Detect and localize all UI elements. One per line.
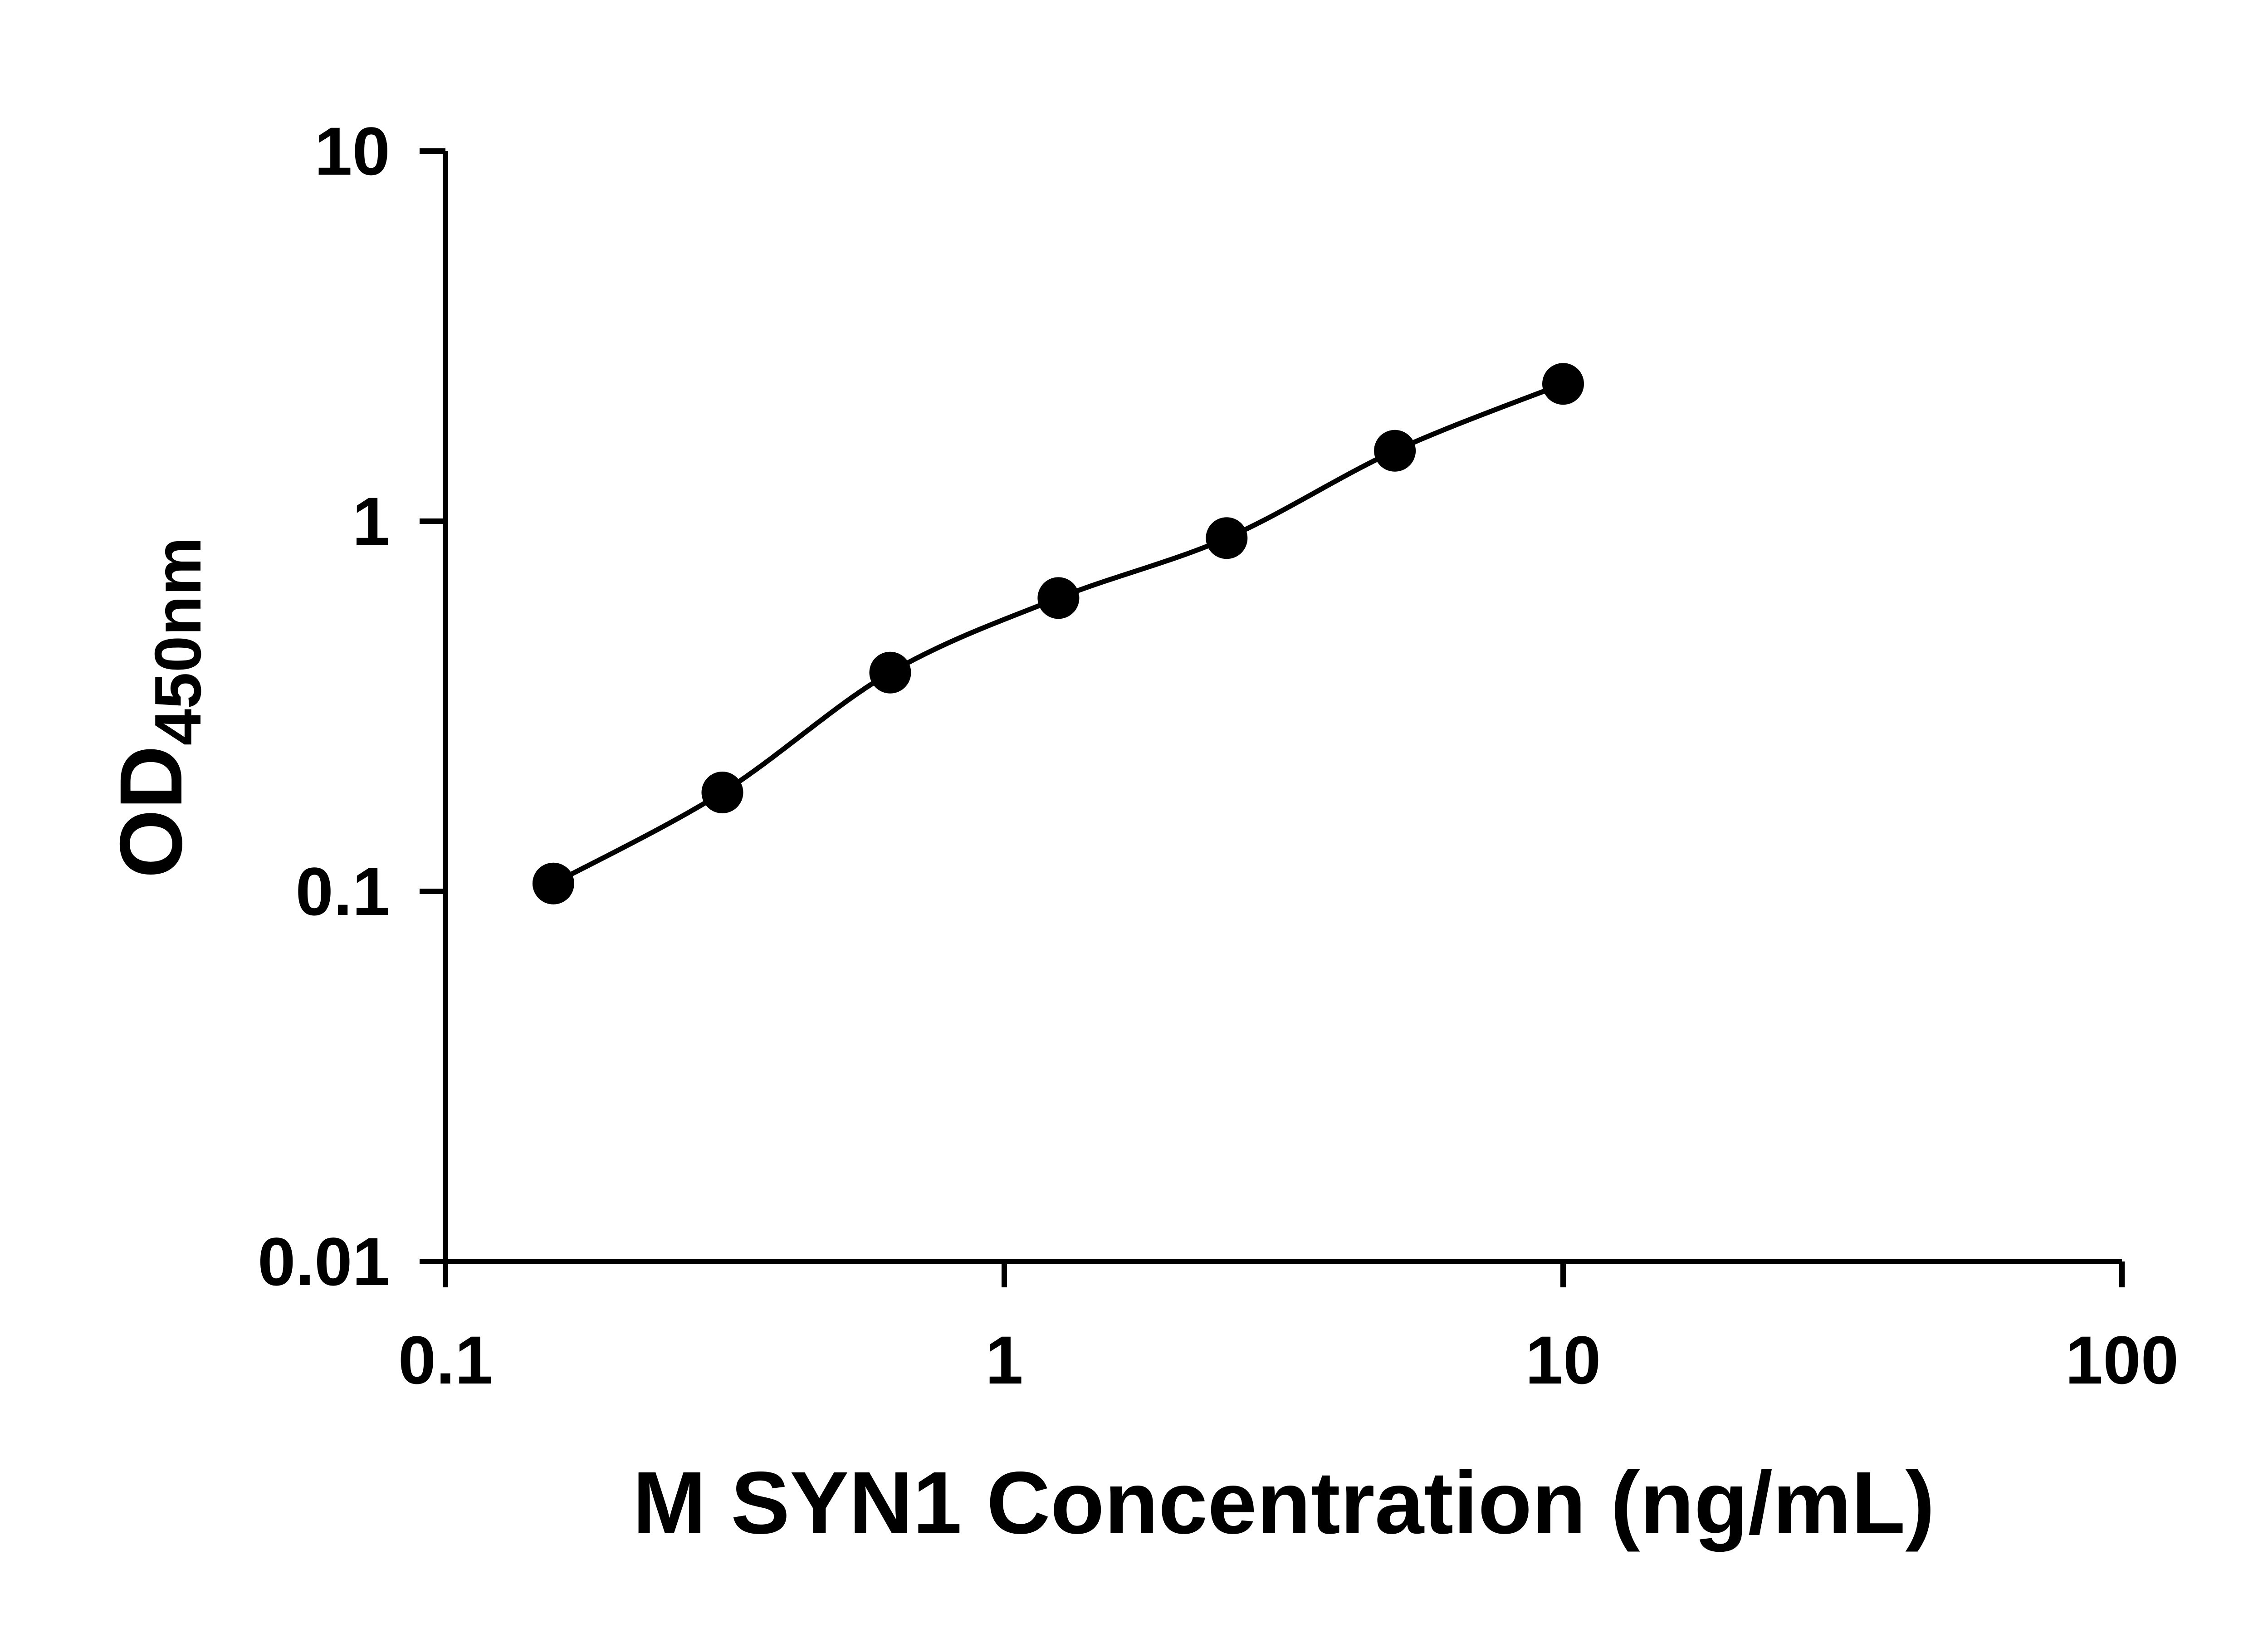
y-tick-label: 10 xyxy=(314,113,390,189)
y-axis-ticks: 10 1 0.1 0.01 xyxy=(258,113,445,1300)
y-axis-title-subscript: 450nm xyxy=(141,537,215,745)
data-point-marker xyxy=(701,772,743,813)
axes xyxy=(443,151,2122,1264)
y-tick-label: 1 xyxy=(352,483,390,559)
data-point-marker xyxy=(1037,577,1080,619)
y-tick-label: 0.01 xyxy=(258,1223,390,1300)
data-point-marker xyxy=(869,651,911,694)
x-tick-label: 100 xyxy=(2065,1322,2179,1398)
data-point-marker xyxy=(1542,363,1584,405)
data-point-marker xyxy=(1206,517,1248,559)
x-tick-label: 10 xyxy=(1525,1322,1601,1398)
axis-frame xyxy=(443,151,2122,1264)
y-axis-title: OD450nm xyxy=(102,537,215,878)
data-point-marker xyxy=(532,862,574,905)
data-point-marker xyxy=(1374,430,1416,472)
x-axis-title: M SYN1 Concentration (ng/mL) xyxy=(633,1453,1935,1552)
y-axis-title-main: OD xyxy=(102,745,200,878)
data-points xyxy=(532,363,1584,905)
x-tick-label: 1 xyxy=(985,1322,1023,1398)
x-axis-ticks: 0.1 1 10 100 xyxy=(398,1261,2179,1398)
y-tick-label: 0.1 xyxy=(295,853,390,929)
x-tick-label: 0.1 xyxy=(398,1322,493,1398)
